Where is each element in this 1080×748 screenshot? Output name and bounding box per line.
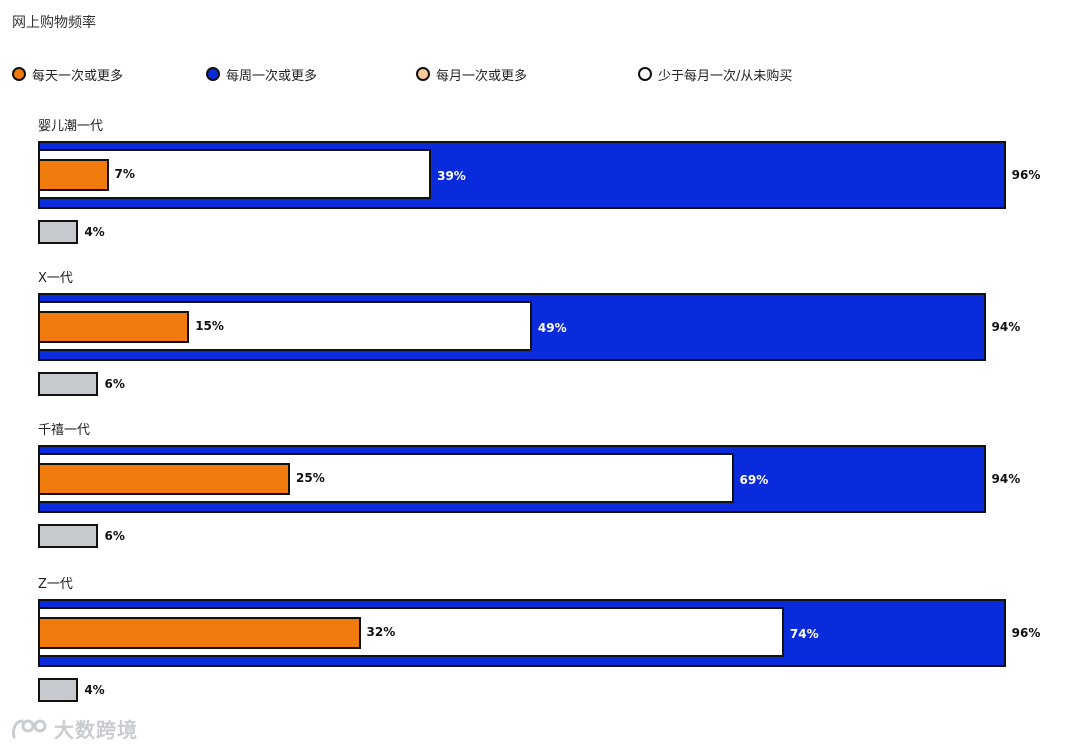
value-label-monthly: 96% <box>1011 168 1041 182</box>
legend-swatch <box>12 67 26 81</box>
value-label-daily: 32% <box>366 625 396 639</box>
watermark-logo-icon <box>12 719 47 738</box>
bar-less <box>38 372 99 396</box>
bar-less <box>38 524 99 548</box>
bar-less <box>38 678 79 702</box>
value-label-weekly: 49% <box>537 321 567 335</box>
legend-item: 每周一次或更多 <box>206 65 318 84</box>
value-label-monthly: 96% <box>1011 626 1041 640</box>
legend-swatch <box>206 67 220 81</box>
bar-daily <box>38 159 109 191</box>
chart-title: 网上购物频率 <box>12 15 96 31</box>
value-label-weekly: 69% <box>739 473 769 487</box>
watermark: 大数跨境 <box>10 714 138 743</box>
value-label-less: 6% <box>104 377 125 391</box>
value-label-weekly: 39% <box>437 169 466 183</box>
value-label-less: 4% <box>84 683 105 697</box>
legend-item: 每月一次或更多 <box>416 65 528 84</box>
group-label: 千禧一代 <box>38 423 91 438</box>
legend-label: 每周一次或更多 <box>226 68 318 84</box>
value-label-daily: 25% <box>296 471 325 485</box>
bar-daily <box>38 617 361 649</box>
value-label-less: 4% <box>84 225 105 239</box>
group-label: 婴儿潮一代 <box>38 119 104 134</box>
watermark-text: 大数跨境 <box>54 718 138 742</box>
bar-daily <box>38 311 190 343</box>
group-label: Z一代 <box>38 577 73 592</box>
value-label-weekly: 74% <box>789 627 819 641</box>
value-label-daily: 15% <box>195 319 224 333</box>
legend-swatch <box>416 67 430 81</box>
bar-daily <box>38 463 290 495</box>
value-label-daily: 7% <box>114 167 135 181</box>
legend-label: 每月一次或更多 <box>436 68 528 84</box>
value-label-less: 6% <box>104 529 125 543</box>
legend-label: 少于每月一次/从未购买 <box>658 68 793 84</box>
bar-less <box>38 220 79 244</box>
legend-label: 每天一次或更多 <box>32 68 124 84</box>
legend-swatch <box>638 67 652 81</box>
value-label-monthly: 94% <box>991 472 1021 486</box>
legend-item: 少于每月一次/从未购买 <box>638 65 793 84</box>
value-label-monthly: 94% <box>991 320 1021 334</box>
group-label: X一代 <box>38 271 73 286</box>
legend-item: 每天一次或更多 <box>12 65 124 84</box>
